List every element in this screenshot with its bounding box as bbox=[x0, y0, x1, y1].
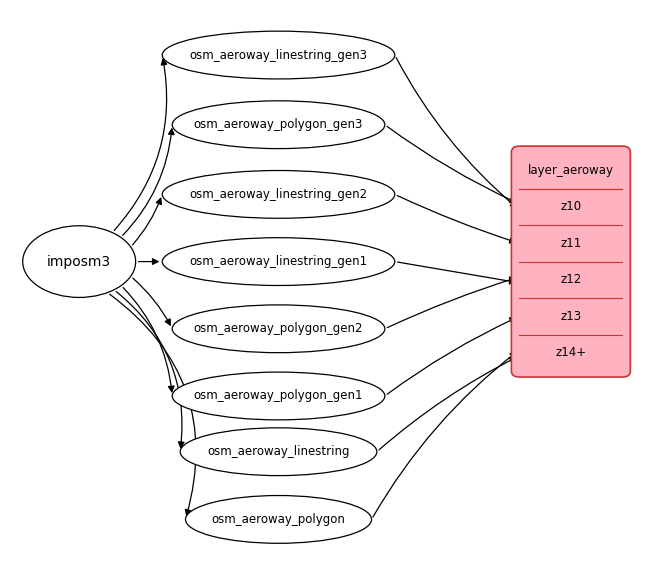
Text: z10: z10 bbox=[560, 200, 582, 213]
Ellipse shape bbox=[162, 31, 395, 79]
Text: osm_aeroway_polygon_gen2: osm_aeroway_polygon_gen2 bbox=[194, 322, 363, 336]
Ellipse shape bbox=[186, 495, 372, 543]
Text: osm_aeroway_linestring_gen1: osm_aeroway_linestring_gen1 bbox=[190, 255, 368, 268]
Ellipse shape bbox=[162, 171, 395, 218]
Ellipse shape bbox=[172, 305, 385, 352]
Text: z14+: z14+ bbox=[555, 346, 586, 359]
Text: osm_aeroway_polygon: osm_aeroway_polygon bbox=[212, 513, 346, 526]
Text: z13: z13 bbox=[560, 310, 582, 323]
Text: layer_aeroway: layer_aeroway bbox=[528, 164, 614, 177]
Ellipse shape bbox=[162, 238, 395, 285]
Ellipse shape bbox=[172, 101, 385, 149]
Text: osm_aeroway_polygon_gen3: osm_aeroway_polygon_gen3 bbox=[194, 118, 363, 131]
Text: osm_aeroway_polygon_gen1: osm_aeroway_polygon_gen1 bbox=[194, 390, 363, 403]
Text: osm_aeroway_linestring: osm_aeroway_linestring bbox=[207, 445, 350, 458]
Text: osm_aeroway_linestring_gen2: osm_aeroway_linestring_gen2 bbox=[190, 188, 368, 201]
Text: osm_aeroway_linestring_gen3: osm_aeroway_linestring_gen3 bbox=[190, 48, 368, 61]
FancyBboxPatch shape bbox=[511, 146, 630, 377]
Text: imposm3: imposm3 bbox=[47, 254, 111, 269]
Ellipse shape bbox=[23, 226, 135, 297]
Text: z12: z12 bbox=[560, 274, 582, 287]
Ellipse shape bbox=[180, 428, 377, 476]
Ellipse shape bbox=[172, 372, 385, 420]
Text: z11: z11 bbox=[560, 237, 582, 250]
